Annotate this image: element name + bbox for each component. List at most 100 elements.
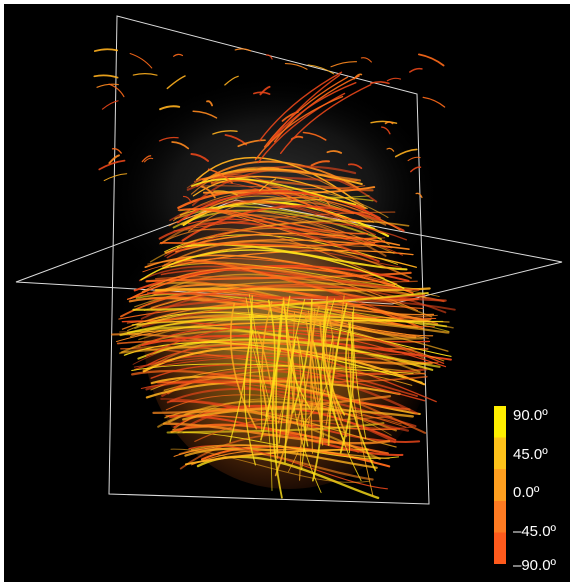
- fiber-fragment: [173, 53, 184, 57]
- fiber-fragment: [212, 130, 238, 135]
- fiber: [202, 169, 362, 182]
- fiber: [339, 321, 355, 454]
- fiber: [188, 197, 401, 232]
- fiber-fragment: [267, 82, 357, 147]
- fiber: [150, 365, 413, 391]
- fiber: [142, 355, 427, 370]
- fiber-fragment: [98, 159, 126, 171]
- fiber: [175, 258, 419, 302]
- fiber: [150, 295, 447, 311]
- fiber-fragment: [381, 126, 391, 135]
- fiber: [150, 364, 426, 402]
- fiber: [163, 261, 413, 291]
- fiber: [151, 296, 435, 328]
- fiber-fragment: [253, 91, 271, 95]
- fiber-fragment: [96, 83, 119, 88]
- fiber-fragment: [384, 121, 394, 125]
- fiber-fragment: [263, 76, 349, 148]
- fiber: [160, 269, 420, 291]
- fiber: [296, 308, 316, 424]
- fiber-fragment: [206, 100, 214, 107]
- fiber: [154, 287, 431, 292]
- fiber: [194, 412, 402, 442]
- fiber-fragment: [103, 173, 128, 182]
- fiber-fragment: [302, 131, 327, 141]
- fiber: [158, 221, 380, 263]
- fiber-fragment: [347, 163, 363, 170]
- fiber-fragment: [111, 147, 122, 154]
- fiber-fragment: [200, 185, 216, 199]
- fiber-fragment: [108, 154, 120, 165]
- fiber-fragment: [330, 61, 358, 68]
- fiber: [143, 311, 452, 357]
- fiber: [347, 347, 374, 497]
- fiber-tracts: [111, 156, 456, 500]
- fiber-fragment: [386, 147, 395, 152]
- fiber: [140, 249, 405, 290]
- fiber: [175, 239, 410, 253]
- fiber: [307, 310, 323, 437]
- fiber: [172, 398, 392, 436]
- fiber: [229, 302, 258, 430]
- fiber-fragment: [307, 64, 335, 75]
- render-viewport: 90.0º 45.0º 0.0º –45.0º –90.0º: [4, 4, 570, 582]
- fiber-fragment: [213, 190, 238, 196]
- fiber: [248, 295, 253, 408]
- fiber-fragment: [108, 83, 125, 98]
- colorbar-tick-label: 90.0º: [513, 407, 548, 424]
- fiber: [166, 387, 417, 428]
- fiber: [111, 333, 433, 365]
- fiber: [327, 302, 348, 446]
- fiber-fragment: [394, 148, 418, 158]
- fiber-fragment: [101, 100, 119, 110]
- fiber: [278, 299, 306, 444]
- fiber: [274, 333, 296, 477]
- fiber: [243, 329, 257, 466]
- fiber: [261, 300, 273, 420]
- fiber: [177, 208, 369, 235]
- fiber: [288, 342, 315, 473]
- scattered-fibers: [93, 48, 446, 207]
- fiber: [154, 276, 418, 283]
- fiber-fragment: [258, 71, 343, 142]
- fiber: [284, 339, 296, 464]
- fiber-fragment: [159, 105, 181, 111]
- fiber-fragment: [370, 81, 390, 85]
- fiber-fragment: [255, 166, 280, 170]
- fiber: [131, 363, 414, 374]
- fiber-fragment: [284, 63, 308, 70]
- fiber-fragment: [410, 166, 422, 173]
- fiber-fragment: [158, 136, 179, 142]
- fiber-fragment: [407, 156, 421, 162]
- fiber: [170, 448, 370, 483]
- fiber: [277, 312, 295, 424]
- fiber-fragment: [171, 141, 190, 150]
- fiber: [345, 321, 377, 472]
- fiber-fragment: [422, 96, 446, 108]
- fiber: [147, 259, 395, 287]
- fiber-fragment: [143, 157, 154, 163]
- fiber: [132, 291, 429, 311]
- fiber: [311, 338, 324, 482]
- colorbar-tick-label: 0.0º: [513, 484, 540, 501]
- fiber-fragment: [258, 178, 277, 192]
- fiber-fragment: [370, 120, 398, 124]
- tractography-scene: [15, 15, 563, 505]
- fiber: [131, 346, 439, 364]
- fiber: [210, 179, 374, 192]
- fiber: [121, 301, 439, 330]
- fiber-fragment: [259, 85, 271, 96]
- fiber: [190, 177, 357, 206]
- fiber: [260, 299, 276, 441]
- fiber-fragment: [267, 74, 340, 145]
- fiber: [152, 395, 392, 415]
- fiber: [351, 311, 367, 440]
- fiber: [188, 208, 378, 240]
- fiber: [161, 240, 412, 279]
- fiber: [190, 444, 390, 460]
- fiber: [142, 329, 426, 372]
- fiber-fragment: [386, 77, 402, 82]
- fiber-fragment: [224, 75, 239, 86]
- fiber: [185, 211, 396, 230]
- angle-colorbar: [494, 406, 506, 564]
